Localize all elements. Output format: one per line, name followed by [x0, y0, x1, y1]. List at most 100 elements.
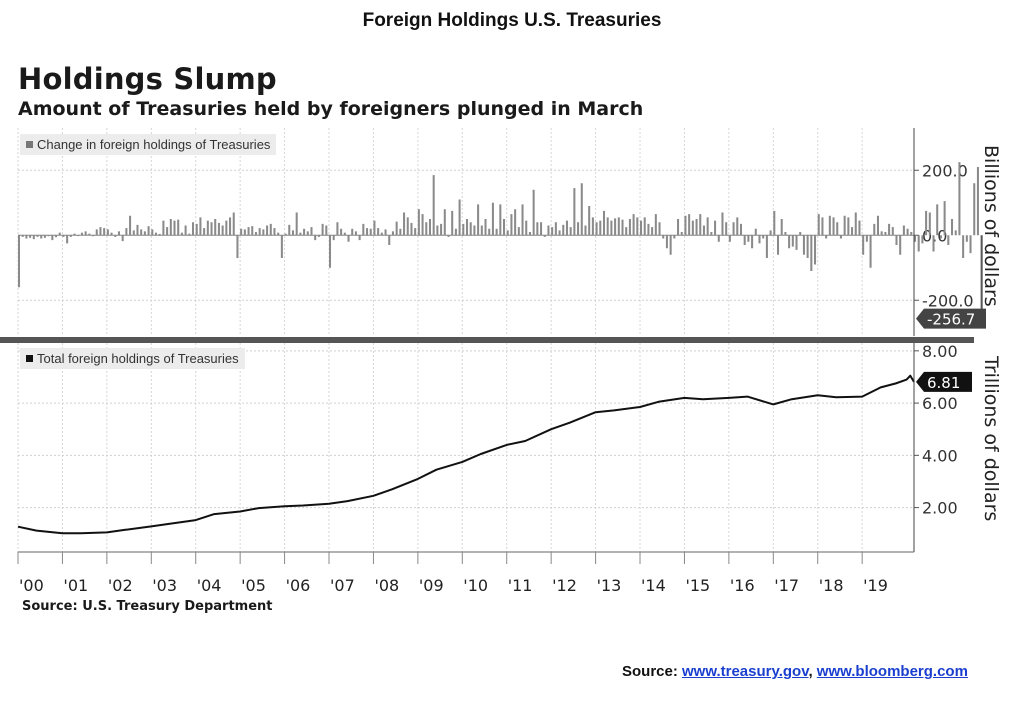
bar-change — [884, 232, 887, 236]
legend-change-swatch — [26, 141, 33, 148]
x-tick-label: '08 — [374, 576, 399, 595]
footer-source: Source: www.treasury.gov, www.bloomberg.… — [622, 663, 968, 680]
bar-change — [817, 214, 820, 236]
bar-change — [762, 235, 765, 239]
bar-change — [473, 225, 476, 236]
bar-change — [188, 233, 191, 236]
x-tick-label: '06 — [286, 576, 311, 595]
bar-change — [225, 220, 228, 236]
bar-change — [591, 217, 594, 236]
bar-change — [521, 204, 524, 236]
bar-change — [584, 225, 587, 236]
x-tick-label: '12 — [552, 576, 577, 595]
bar-change — [340, 228, 343, 236]
bar-change — [380, 232, 383, 236]
bar-change — [229, 217, 232, 236]
y-tick-label-bottom: 4.00 — [922, 446, 958, 465]
bars-change — [17, 162, 983, 319]
bar-change — [288, 224, 291, 236]
bar-change — [117, 231, 120, 236]
bar-change — [62, 235, 65, 237]
bar-change — [499, 204, 502, 236]
x-tick-label: '18 — [819, 576, 844, 595]
bar-change — [736, 217, 739, 236]
bar-change — [921, 235, 924, 244]
bar-change — [414, 228, 417, 236]
bar-change — [484, 219, 487, 236]
bar-change — [554, 222, 557, 236]
bar-change — [440, 223, 443, 236]
bar-change — [917, 235, 920, 252]
bar-change — [662, 235, 665, 239]
bar-change — [888, 223, 891, 236]
x-tick-label: '15 — [685, 576, 710, 595]
y-tick-label-top: 200.0 — [922, 161, 968, 180]
bar-change — [532, 189, 535, 236]
bar-change — [658, 222, 661, 236]
bar-change — [551, 227, 554, 236]
bar-change — [765, 235, 768, 258]
bar-change — [606, 217, 609, 236]
bar-change — [728, 235, 731, 242]
bar-change — [869, 235, 872, 268]
bar-change — [454, 228, 457, 236]
bar-change — [913, 235, 917, 242]
y-tick-label-top: 0.0 — [922, 226, 947, 245]
bar-change — [269, 223, 272, 236]
bar-change — [80, 232, 83, 236]
bar-change — [55, 235, 58, 238]
bar-change — [506, 230, 509, 236]
y-tick-label-bottom: 6.00 — [922, 394, 958, 413]
bar-change — [654, 214, 657, 236]
bar-change — [695, 219, 698, 236]
bar-change — [84, 231, 87, 236]
bar-change — [780, 219, 783, 236]
bar-change — [732, 222, 735, 236]
source-line: Source: U.S. Treasury Department — [22, 599, 273, 614]
y-tick-label-bottom: 8.00 — [922, 342, 958, 361]
bar-change — [191, 222, 195, 236]
x-tick-label: '00 — [19, 576, 44, 595]
bar-change — [317, 235, 320, 237]
bar-change — [17, 235, 21, 288]
bar-change — [332, 235, 335, 241]
bar-change — [965, 235, 968, 242]
bar-change — [947, 235, 950, 245]
bar-change — [906, 228, 909, 236]
bar-change — [543, 235, 546, 237]
bar-change — [673, 235, 676, 239]
x-tick-label: '02 — [108, 576, 133, 595]
bar-change — [469, 222, 472, 236]
bar-change — [610, 220, 613, 236]
x-tick-label: '17 — [774, 576, 799, 595]
bar-change — [625, 227, 628, 236]
bar-change — [425, 222, 428, 236]
bar-change — [169, 219, 172, 236]
bloomberg-link[interactable]: www.bloomberg.com — [816, 663, 968, 680]
bar-change — [932, 235, 935, 252]
treasury-link[interactable]: www.treasury.gov — [682, 663, 809, 680]
bar-change — [69, 235, 72, 237]
bar-change — [136, 224, 139, 236]
bar-change — [388, 235, 391, 245]
bar-change — [277, 232, 280, 236]
bar-change — [632, 214, 635, 236]
y-tick-label-bottom: 2.00 — [922, 499, 958, 518]
bar-change — [377, 228, 380, 236]
bar-change — [954, 230, 957, 236]
bar-change — [443, 209, 446, 236]
bar-change — [421, 214, 424, 236]
bar-change — [565, 220, 568, 236]
bar-change — [751, 235, 754, 249]
x-tick-label: '03 — [152, 576, 177, 595]
bar-change — [373, 220, 376, 236]
bar-change — [758, 235, 761, 244]
bar-change — [621, 219, 624, 236]
bar-change — [558, 230, 561, 236]
bar-change — [399, 228, 402, 236]
bar-change — [432, 175, 435, 236]
x-tick-label: '14 — [641, 576, 666, 595]
y-tick-label-top: -200.0 — [922, 291, 974, 310]
bar-change — [32, 235, 35, 240]
bar-change — [865, 235, 868, 242]
